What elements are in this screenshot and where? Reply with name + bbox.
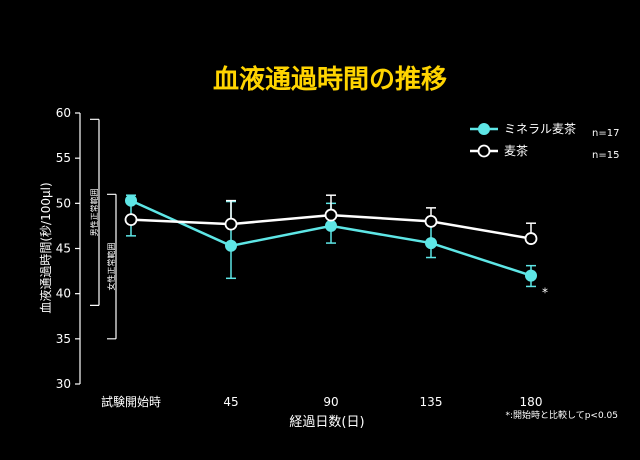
x-tick-label: 135 (420, 395, 443, 409)
data-point (425, 237, 437, 250)
range-bracket (107, 193, 117, 340)
y-tick-label: 45 (56, 242, 71, 256)
x-tick-label: 180 (520, 395, 543, 409)
y-tick-label: 60 (56, 106, 71, 120)
legend-n: n=15 (592, 150, 619, 161)
data-point (525, 269, 537, 282)
chart-title: 血液通過時間の推移 (213, 65, 447, 95)
significance-marker: * (542, 286, 548, 300)
legend-label: 麦茶 (504, 143, 528, 158)
data-point (224, 217, 238, 231)
data-point (424, 214, 438, 228)
data-point (324, 208, 338, 222)
x-tick-label: 90 (323, 395, 338, 409)
data-point (225, 239, 237, 252)
x-tick-label: 試験開始時 (101, 394, 161, 409)
range-label: 女性正常範囲 (106, 243, 116, 291)
legend-marker (477, 144, 491, 158)
legend-n: n=17 (592, 128, 619, 139)
legend-label: ミネラル麦茶 (504, 121, 576, 136)
data-point (124, 213, 138, 226)
range-bracket (90, 118, 100, 307)
footnote: *:開始時と比較してp<0.05 (505, 409, 618, 421)
y-tick-label: 35 (56, 332, 71, 346)
data-point (524, 232, 538, 245)
x-tick-label: 45 (223, 395, 238, 409)
range-label: 男性正常範囲 (89, 188, 99, 236)
legend-marker (478, 123, 490, 135)
y-tick-label: 40 (56, 287, 71, 301)
data-point (325, 219, 337, 232)
y-tick-label: 30 (56, 377, 71, 391)
y-tick-label: 55 (56, 151, 71, 165)
y-axis-label: 血液通過時間(秒/100μl) (38, 182, 53, 313)
x-axis-label: 経過日数(日) (289, 415, 364, 430)
data-point (125, 194, 137, 207)
y-tick-label: 50 (56, 196, 71, 210)
